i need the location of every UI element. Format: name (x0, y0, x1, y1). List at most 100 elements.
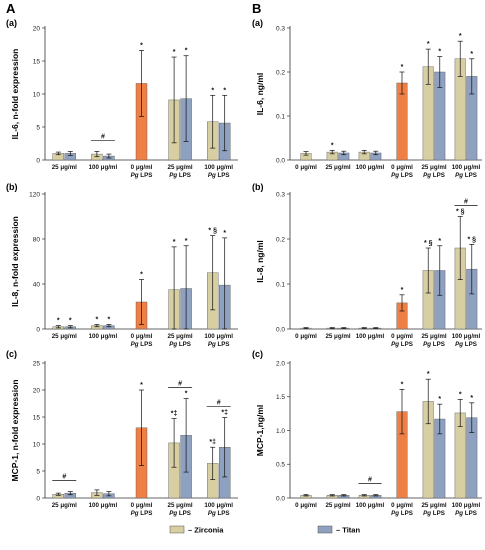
x-tick-label: 100 μg/ml (89, 502, 118, 509)
significance-mark: * (173, 49, 176, 56)
subpanel-label: (b) (6, 182, 18, 192)
lps-text: LPS (463, 510, 477, 517)
chart-b-c: (c) MCP-1,ng/ml 0.0 0.5 1.0 1.5 2.0 0 μg/ml 25 μ… (252, 349, 482, 517)
pg-italic: Pg (208, 510, 216, 517)
pg-italic: Pg (391, 510, 399, 517)
x-tick-label: 25 μg/ml (421, 333, 446, 340)
panel-label-b: B (252, 1, 261, 16)
x-tick-label: 0 μg/ml (131, 164, 153, 171)
x-tick-label: 100 μg/ml (452, 333, 481, 340)
lps-text: LPS (216, 172, 230, 179)
y-tick-label: 0.0 (276, 326, 285, 333)
lps-text: LPS (431, 341, 445, 348)
y-tick-label: 0.5 (276, 462, 285, 469)
chart-a-b: (b) IL-8, n-fold expression 0 40 80 120 * * 25 μ… (6, 182, 238, 348)
x-tick-label: 100 μg/ml (204, 164, 233, 171)
subpanel-label: (a) (252, 18, 263, 28)
x-tick-label: 100 μg/ml (89, 333, 118, 340)
subpanel-label: (c) (252, 349, 263, 359)
lps-text: LPS (216, 510, 230, 517)
x-tick-label: Pg LPS (208, 341, 230, 348)
significance-mark: * (185, 238, 188, 245)
lps-text: LPS (216, 341, 230, 348)
x-tick-label: 100 μg/ml (356, 502, 385, 509)
pg-italic: Pg (169, 341, 177, 348)
x-tick-label: 25 μg/ml (52, 164, 77, 171)
significance-mark: * (140, 382, 143, 389)
y-tick-label: 0.1 (276, 281, 285, 288)
y-tick-label: 80 (33, 236, 41, 243)
pg-italic: Pg (455, 341, 463, 348)
y-axis-label: IL-8, n-fold expression (10, 216, 20, 307)
y-tick-label: 0.2 (276, 236, 285, 243)
y-tick-label: 0.3 (276, 25, 285, 32)
pg-italic: Pg (169, 510, 177, 517)
lps-text: LPS (399, 172, 413, 179)
significance-mark: * (173, 239, 176, 246)
x-tick-label: Pg LPS (455, 341, 477, 348)
legend-swatch (317, 525, 333, 534)
significance-mark: * (459, 391, 462, 398)
chart-b-a: (a) IL-6, ng/ml 0.0 0.1 0.2 0.3 0 μg/ml * 25 μg/… (252, 18, 482, 179)
pg-italic: Pg (208, 341, 216, 348)
significance-mark: * (96, 317, 99, 324)
x-tick-label: 0 μg/ml (391, 164, 413, 171)
significance-mark: * (185, 391, 188, 398)
significance-mark: * (185, 48, 188, 55)
lps-text: LPS (463, 341, 477, 348)
x-tick-label: 100 μg/ml (204, 333, 233, 340)
y-tick-label: 15 (33, 58, 41, 65)
lps-text: LPS (431, 172, 445, 179)
significance-mark: * (331, 142, 334, 149)
y-tick-label: 5 (36, 468, 40, 475)
comparison-mark: # (217, 400, 221, 407)
pg-italic: Pg (423, 172, 431, 179)
y-tick-label: 0.2 (276, 69, 285, 76)
significance-mark: * (108, 317, 111, 324)
significance-mark: * § (424, 240, 433, 247)
y-axis-label: IL-6, ng/ml (255, 73, 265, 116)
lps-text: LPS (431, 510, 445, 517)
comparison-mark: # (368, 477, 372, 484)
comparison-mark: # (101, 133, 105, 140)
x-tick-label: 100 μg/ml (452, 164, 481, 171)
significance-mark: * (401, 381, 404, 388)
y-tick-label: 5 (36, 124, 40, 131)
y-tick-label: 0.0 (276, 157, 285, 164)
legend-label: – Titan (336, 526, 360, 535)
significance-mark: * (223, 230, 226, 237)
x-tick-label: 0 μg/ml (391, 333, 413, 340)
y-axis-label: MCP-1,ng/ml (255, 405, 265, 456)
y-tick-label: 20 (33, 387, 41, 394)
y-tick-label: 15 (33, 414, 41, 421)
significance-mark: *‡ (221, 410, 228, 417)
pg-italic: Pg (131, 341, 139, 348)
x-tick-label: 100 μg/ml (356, 333, 385, 340)
x-tick-label: Pg LPS (169, 172, 191, 179)
comparison-mark: # (62, 474, 66, 481)
significance-mark: * (470, 395, 473, 402)
panel-label-a: A (6, 1, 16, 16)
legend-label: – Zirconia (188, 526, 224, 535)
x-tick-label: Pg LPS (391, 510, 413, 517)
chart-b-b: (b) IL-8, ng/ml 0.0 0.1 0.2 0.3 0 μg/ml 25 μg/m… (252, 182, 482, 348)
y-tick-label: 20 (33, 25, 41, 32)
y-tick-label: 1.5 (276, 394, 285, 401)
pg-italic: Pg (423, 510, 431, 517)
x-tick-label: 0 μg/ml (295, 164, 317, 171)
bar-pg-lps (396, 82, 408, 161)
x-tick-label: Pg LPS (391, 172, 413, 179)
x-tick-label: 25 μg/ml (421, 502, 446, 509)
pg-italic: Pg (423, 341, 431, 348)
x-tick-label: Pg LPS (169, 341, 191, 348)
x-tick-label: 100 μg/ml (452, 502, 481, 509)
significance-mark: * (459, 33, 462, 40)
x-tick-label: Pg LPS (423, 341, 445, 348)
x-tick-label: 0 μg/ml (295, 333, 317, 340)
x-tick-label: 25 μg/ml (325, 502, 350, 509)
pg-italic: Pg (131, 510, 139, 517)
x-tick-label: 25 μg/ml (421, 164, 446, 171)
x-tick-label: 0 μg/ml (295, 502, 317, 509)
y-tick-label: 10 (33, 441, 41, 448)
